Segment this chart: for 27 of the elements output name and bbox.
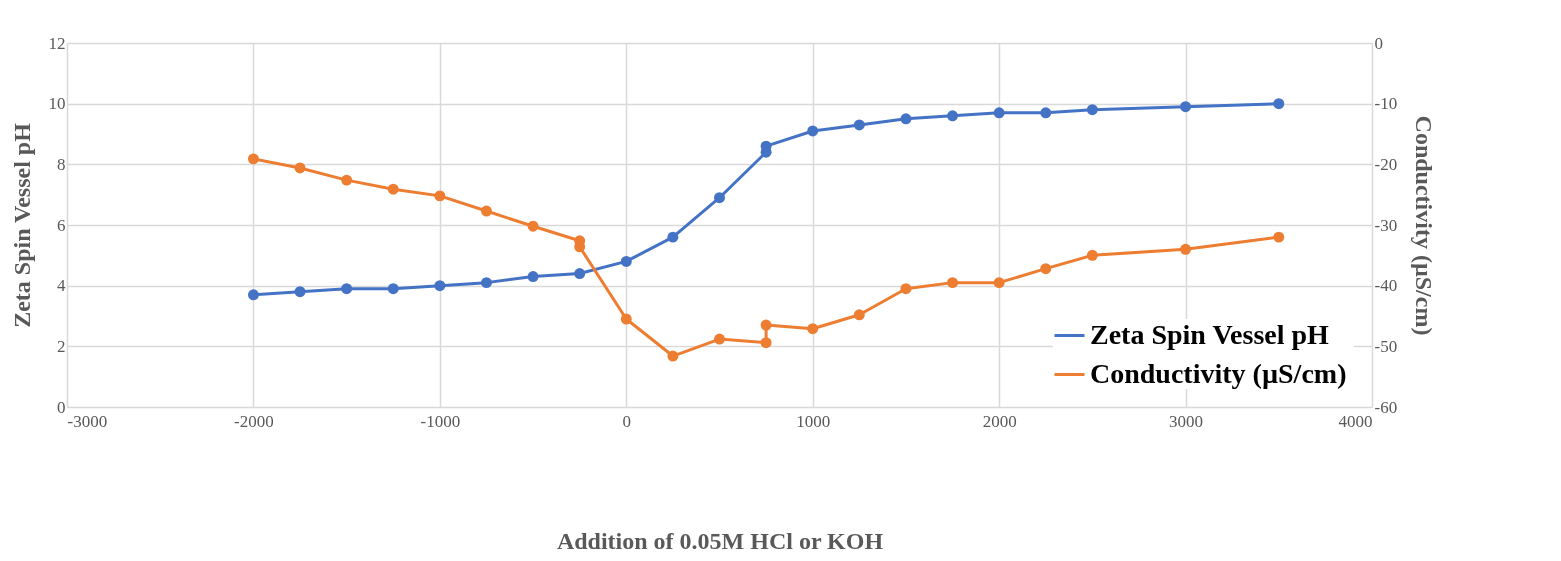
y-tick-label: 2 (57, 336, 66, 356)
y2-tick-label: -10 (1374, 94, 1398, 114)
y-axis-title: Zeta Spin Vessel pH (8, 122, 35, 328)
legend-label: Conductivity (µS/cm) (1090, 357, 1347, 389)
x-tick-label: 0 (622, 411, 632, 431)
y2-tick-label: -30 (1374, 215, 1398, 235)
y-tick-label: 8 (57, 154, 66, 174)
y2-tick-label: 0 (1374, 33, 1383, 53)
y-tick-label: 4 (57, 276, 66, 296)
x-axis-title: Addition of 0.05M HCl or KOH (556, 527, 884, 554)
y-tick-label: 0 (57, 397, 66, 417)
y2-tick-label: -20 (1374, 154, 1398, 174)
y2-tick-label: -60 (1374, 397, 1398, 417)
x-tick-label: -1000 (420, 411, 461, 431)
x-tick-label: -3000 (67, 411, 108, 431)
x-tick-label: 3000 (1169, 411, 1204, 431)
y2-tick-label: -40 (1374, 276, 1398, 296)
y2-axis-title: Conductivity (µS/cm) (1411, 115, 1438, 336)
x-tick-label: 4000 (1338, 411, 1373, 431)
legend-label: Zeta Spin Vessel pH (1090, 318, 1330, 350)
x-tick-label: 1000 (796, 411, 831, 431)
y2-tick-label: -50 (1374, 336, 1398, 356)
x-tick-label: -2000 (234, 411, 274, 431)
y-tick-label: 10 (48, 94, 66, 114)
y-tick-label: 12 (48, 33, 66, 53)
x-tick-label: 2000 (982, 411, 1017, 431)
y-tick-label: 6 (57, 215, 66, 235)
